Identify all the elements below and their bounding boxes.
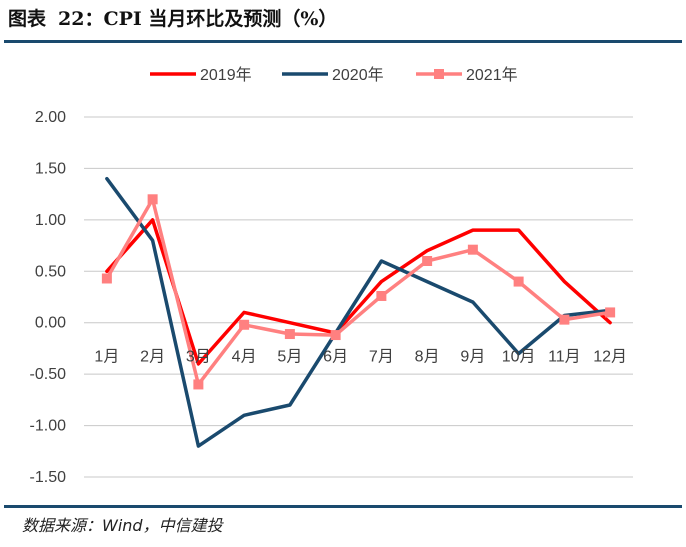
x-tick-label: 8月	[415, 349, 440, 366]
data-point	[559, 314, 570, 325]
y-tick-label: 2.00	[35, 109, 66, 126]
legend-label: 2019年	[200, 66, 252, 84]
x-tick-label: 9月	[460, 349, 485, 366]
y-tick-label: 0.50	[35, 263, 66, 280]
data-point	[284, 329, 295, 340]
figure-title-text: CPI 当月环比及预测（%）	[103, 8, 338, 30]
data-point	[193, 379, 204, 390]
top-rule	[4, 40, 682, 43]
data-point	[605, 307, 616, 318]
x-tick-label: 6月	[323, 349, 348, 366]
y-tick-label: -1.00	[30, 418, 67, 435]
data-point	[467, 244, 478, 255]
figure-label: 图表	[8, 8, 47, 30]
y-tick-label: -0.50	[30, 366, 67, 383]
x-tick-label: 10月	[502, 349, 536, 366]
legend-label: 2021年	[466, 66, 518, 84]
series-line	[105, 176, 612, 448]
y-tick-label: -1.50	[30, 469, 67, 486]
y-tick-label: 1.00	[35, 212, 66, 229]
data-point	[513, 276, 524, 287]
x-tick-label: 1月	[94, 349, 119, 366]
series-line	[105, 197, 612, 387]
figure-number: 22：	[58, 8, 104, 30]
data-point	[376, 290, 387, 301]
x-tick-label: 4月	[232, 349, 257, 366]
x-tick-label: 5月	[277, 349, 302, 366]
legend-label: 2020年	[332, 66, 384, 84]
x-tick-label: 3月	[186, 349, 211, 366]
x-tick-label: 12月	[593, 349, 627, 366]
figure-title: 图表 22：CPI 当月环比及预测（%）	[8, 4, 337, 34]
data-point	[147, 194, 158, 205]
bottom-rule	[4, 505, 682, 508]
y-tick-label: 1.50	[35, 160, 66, 177]
data-point	[422, 256, 433, 266]
x-tick-label: 11月	[548, 349, 581, 366]
x-tick-label: 7月	[369, 349, 394, 366]
legend-marker	[434, 69, 444, 79]
data-point	[239, 319, 250, 330]
y-tick-label: 0.00	[35, 315, 66, 332]
x-tick-label: 2月	[140, 349, 165, 366]
data-point	[330, 330, 341, 341]
data-point	[101, 273, 112, 284]
series-line	[105, 218, 612, 366]
source-note: 数据来源：Wind，中信建投	[22, 516, 223, 535]
